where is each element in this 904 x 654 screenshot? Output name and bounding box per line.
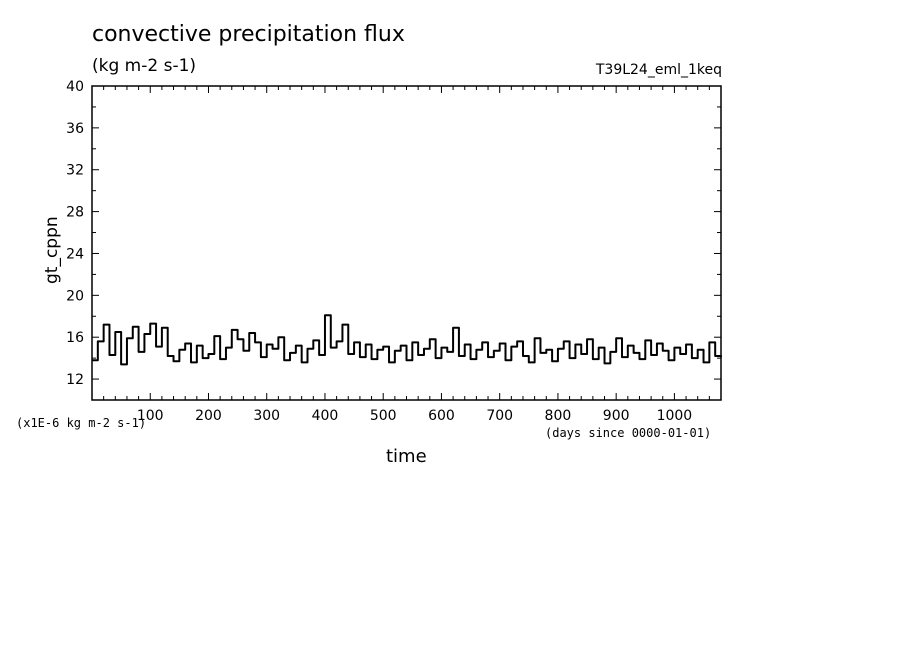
x-units-label: (days since 0000-01-01): [545, 426, 712, 440]
x-tick-label: 1000: [657, 408, 693, 424]
y-tick-label: 28: [66, 205, 84, 221]
chart-subtitle: (kg m-2 s-1): [92, 56, 197, 76]
x-tick-label: 200: [195, 408, 222, 424]
y-tick-label: 32: [66, 163, 84, 179]
x-tick-label: 600: [428, 408, 455, 424]
plot-frame: [91, 85, 722, 401]
x-tick-label: 500: [370, 408, 397, 424]
x-tick-label: 900: [603, 408, 630, 424]
x-axis-label: time: [386, 446, 427, 467]
y-tick-label: 40: [66, 79, 84, 95]
x-tick-label: 100: [137, 408, 164, 424]
x-tick-label: 300: [253, 408, 280, 424]
x-tick-label: 400: [312, 408, 339, 424]
y-tick-label: 16: [66, 330, 84, 346]
run-label: T39L24_eml_1keq: [595, 62, 722, 78]
y-tick-label: 36: [66, 121, 84, 137]
series-line: [92, 314, 722, 366]
x-tick-label: 700: [486, 408, 513, 424]
chart-title: convective precipitation flux: [92, 22, 405, 47]
x-tick-label: 800: [545, 408, 572, 424]
y-scale-note: (x1E-6 kg m-2 s-1): [16, 416, 147, 430]
y-axis-label: gt_cppn: [42, 216, 62, 284]
y-tick-label: 12: [66, 372, 84, 388]
tick-labels: 100 200 300 400 500 600 700 800 900 1000 12 16 20 24 2…: [66, 79, 692, 424]
y-tick-label: 20: [66, 288, 84, 304]
y-tick-label: 24: [66, 246, 84, 262]
